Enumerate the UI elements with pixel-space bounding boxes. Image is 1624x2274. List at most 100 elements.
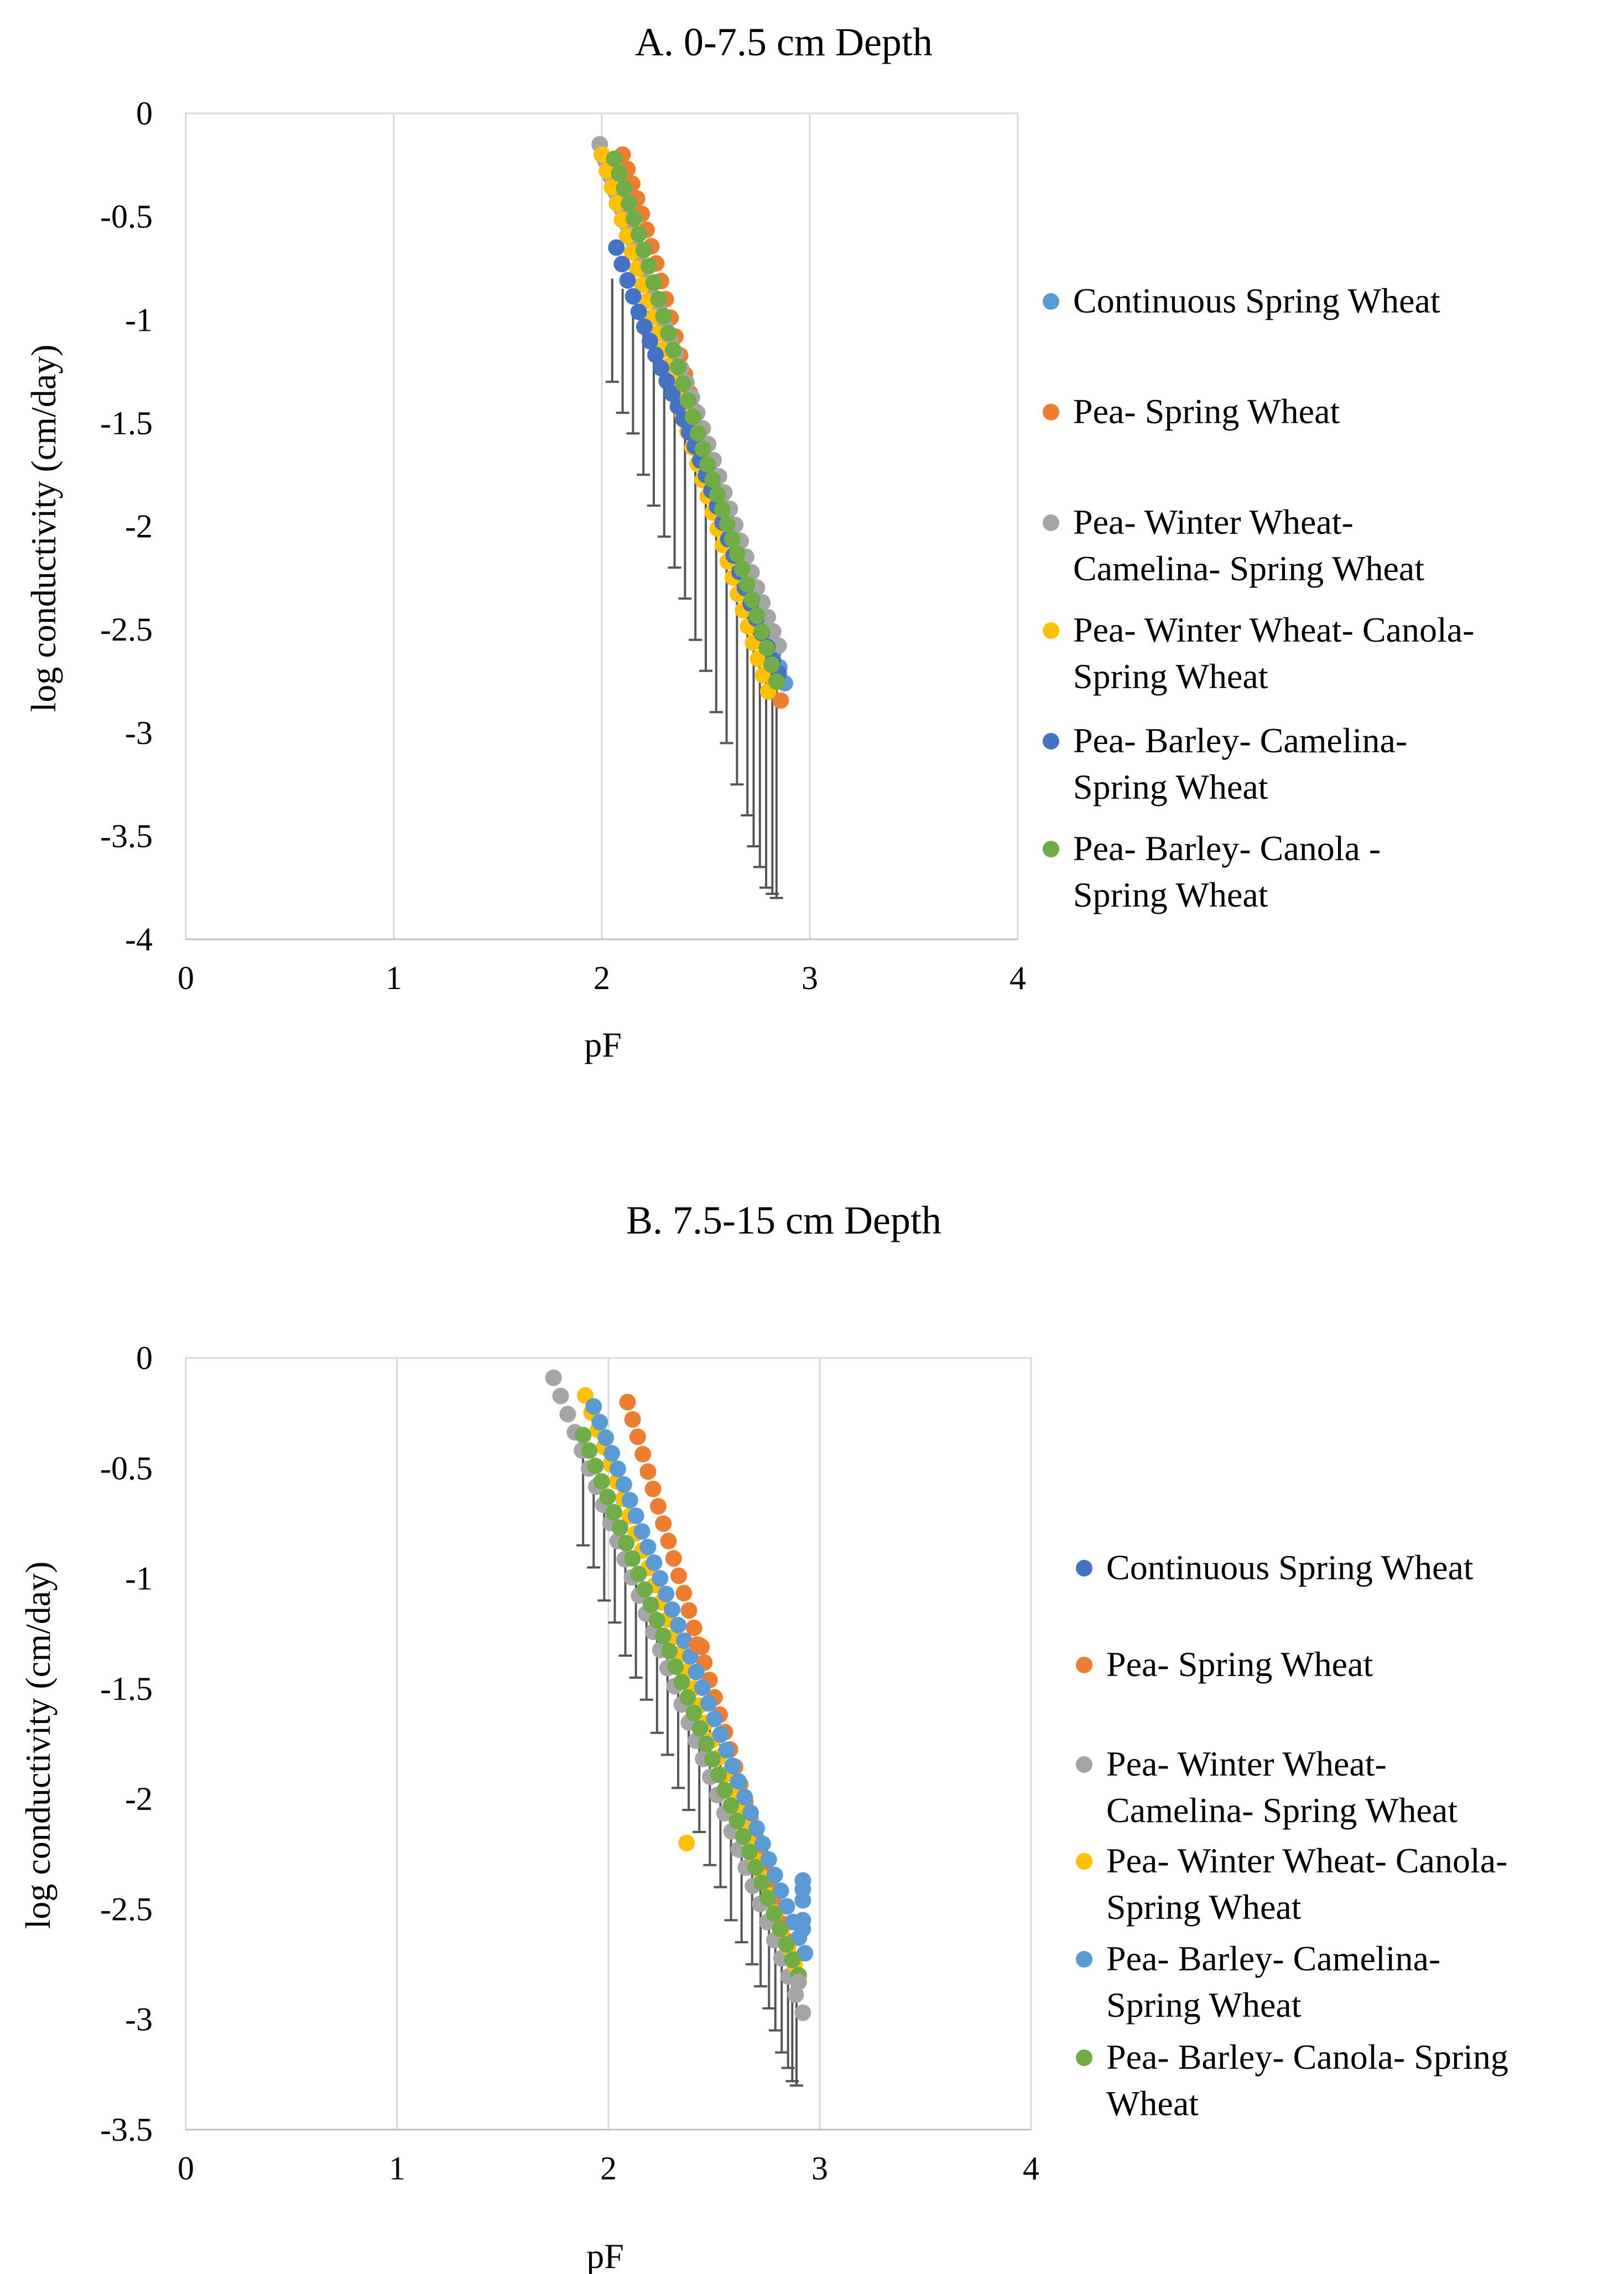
- chart-b: B. 7.5-15 cm Depth log conductivity (cm/…: [18, 1198, 1508, 2274]
- data-point: [635, 242, 652, 259]
- data-point: [691, 1720, 709, 1737]
- data-point: [653, 360, 670, 377]
- data-point: [778, 1936, 795, 1953]
- y-tick-label: -3: [125, 715, 153, 751]
- legend-label: Pea- Barley- Camelina-Spring Wheat: [1073, 721, 1407, 806]
- data-point: [591, 1413, 608, 1430]
- legend-label: Pea- Barley- Canola -Spring Wheat: [1073, 829, 1381, 914]
- data-point: [772, 692, 789, 709]
- data-point: [689, 424, 706, 441]
- data-point: [629, 1428, 646, 1445]
- data-point: [784, 1952, 801, 1969]
- legend-label: Pea- Winter Wheat- Canola-Spring Wheat: [1106, 1841, 1507, 1927]
- data-point: [706, 1710, 723, 1727]
- legend-marker: [1043, 841, 1059, 857]
- data-point: [640, 258, 657, 275]
- y-tick-label: -2: [125, 1781, 153, 1817]
- data-point: [685, 1704, 702, 1721]
- data-point: [723, 530, 741, 548]
- x-tick-label: 4: [1009, 960, 1026, 996]
- data-point: [648, 1612, 665, 1629]
- data-point: [608, 195, 626, 212]
- chart-a-x-axis-label: pF: [584, 1025, 622, 1064]
- data-point: [714, 501, 731, 518]
- chart-b-legend: Continuous Spring Wheat Pea- Spring Wheat…: [1076, 1548, 1508, 2123]
- y-tick-label: -1: [125, 301, 153, 338]
- data-point: [606, 150, 623, 168]
- data-point: [760, 1851, 777, 1868]
- legend-label: Pea- Winter Wheat- Canola-Spring Wheat: [1073, 610, 1474, 696]
- data-point: [733, 560, 751, 577]
- data-point: [748, 1820, 765, 1837]
- y-tick-label: -0.5: [100, 199, 153, 235]
- x-tick-label: 2: [600, 2150, 617, 2187]
- data-point: [603, 179, 621, 196]
- y-tick-label: 0: [136, 95, 153, 132]
- data-point: [642, 1596, 659, 1614]
- data-point: [624, 1411, 641, 1428]
- data-point: [650, 290, 667, 308]
- data-point: [587, 1458, 604, 1475]
- legend-label: Pea- Spring Wheat: [1106, 1645, 1373, 1684]
- y-tick-label: -0.5: [100, 1450, 153, 1486]
- data-point: [700, 1695, 717, 1712]
- data-point: [624, 288, 642, 305]
- data-point: [730, 1773, 747, 1790]
- legend-marker: [1043, 622, 1059, 639]
- data-point: [675, 1585, 693, 1602]
- data-point: [679, 392, 696, 409]
- data-point: [627, 1507, 644, 1524]
- data-point: [724, 1757, 741, 1775]
- data-point: [613, 256, 631, 273]
- data-point: [670, 358, 687, 376]
- chart-a-title: A. 0-7.5 cm Depth: [635, 20, 933, 64]
- data-point: [594, 146, 610, 163]
- data-point: [545, 1369, 562, 1386]
- y-tick-label: -3.5: [100, 2111, 153, 2148]
- data-point: [613, 211, 631, 228]
- data-point: [758, 639, 775, 657]
- y-tick-label: 0: [136, 1340, 153, 1376]
- data-point: [575, 1427, 592, 1444]
- data-point: [664, 385, 681, 402]
- data-point: [611, 1519, 628, 1536]
- data-point: [649, 1498, 667, 1515]
- data-point: [609, 1460, 626, 1477]
- data-point: [636, 1581, 653, 1598]
- data-point: [655, 1515, 672, 1532]
- data-point: [768, 673, 785, 690]
- legend-label: Pea- Winter Wheat-Camelina- Spring Wheat: [1073, 502, 1424, 588]
- data-point: [619, 1393, 636, 1411]
- data-point: [581, 1442, 598, 1459]
- data-point: [728, 545, 746, 563]
- data-point: [698, 1735, 715, 1752]
- chart-b-x-axis-label: pF: [586, 2236, 624, 2274]
- data-point: [673, 1673, 690, 1690]
- y-tick-label: -2.5: [100, 611, 153, 648]
- data-point: [741, 1843, 758, 1860]
- chart-a-y-axis-label: log conductivity (cm/day): [24, 345, 63, 712]
- x-tick-label: 3: [811, 2150, 828, 2187]
- data-point: [684, 408, 701, 425]
- chart-b-title: B. 7.5-15 cm Depth: [626, 1198, 941, 1242]
- data-point: [665, 1550, 682, 1567]
- data-point: [634, 1445, 652, 1463]
- data-point: [652, 1570, 669, 1587]
- data-point: [694, 440, 711, 457]
- data-point: [704, 471, 721, 488]
- chart-a-legend: Continuous Spring Wheat Pea- Spring Wheat…: [1043, 281, 1474, 914]
- y-tick-label: -4: [125, 921, 153, 958]
- data-point: [766, 1905, 783, 1922]
- data-point: [719, 516, 736, 533]
- legend-label: Pea- Spring Wheat: [1073, 392, 1340, 431]
- data-point: [645, 274, 662, 291]
- data-point: [593, 1473, 610, 1490]
- data-point: [742, 1804, 759, 1821]
- data-point: [670, 1567, 687, 1584]
- data-point: [722, 1797, 740, 1814]
- data-point: [778, 1898, 795, 1915]
- legend-marker: [1043, 733, 1059, 750]
- legend-marker: [1076, 1560, 1092, 1576]
- legend-label: Pea- Barley- Canola- Spring Wheat: [1106, 2037, 1508, 2123]
